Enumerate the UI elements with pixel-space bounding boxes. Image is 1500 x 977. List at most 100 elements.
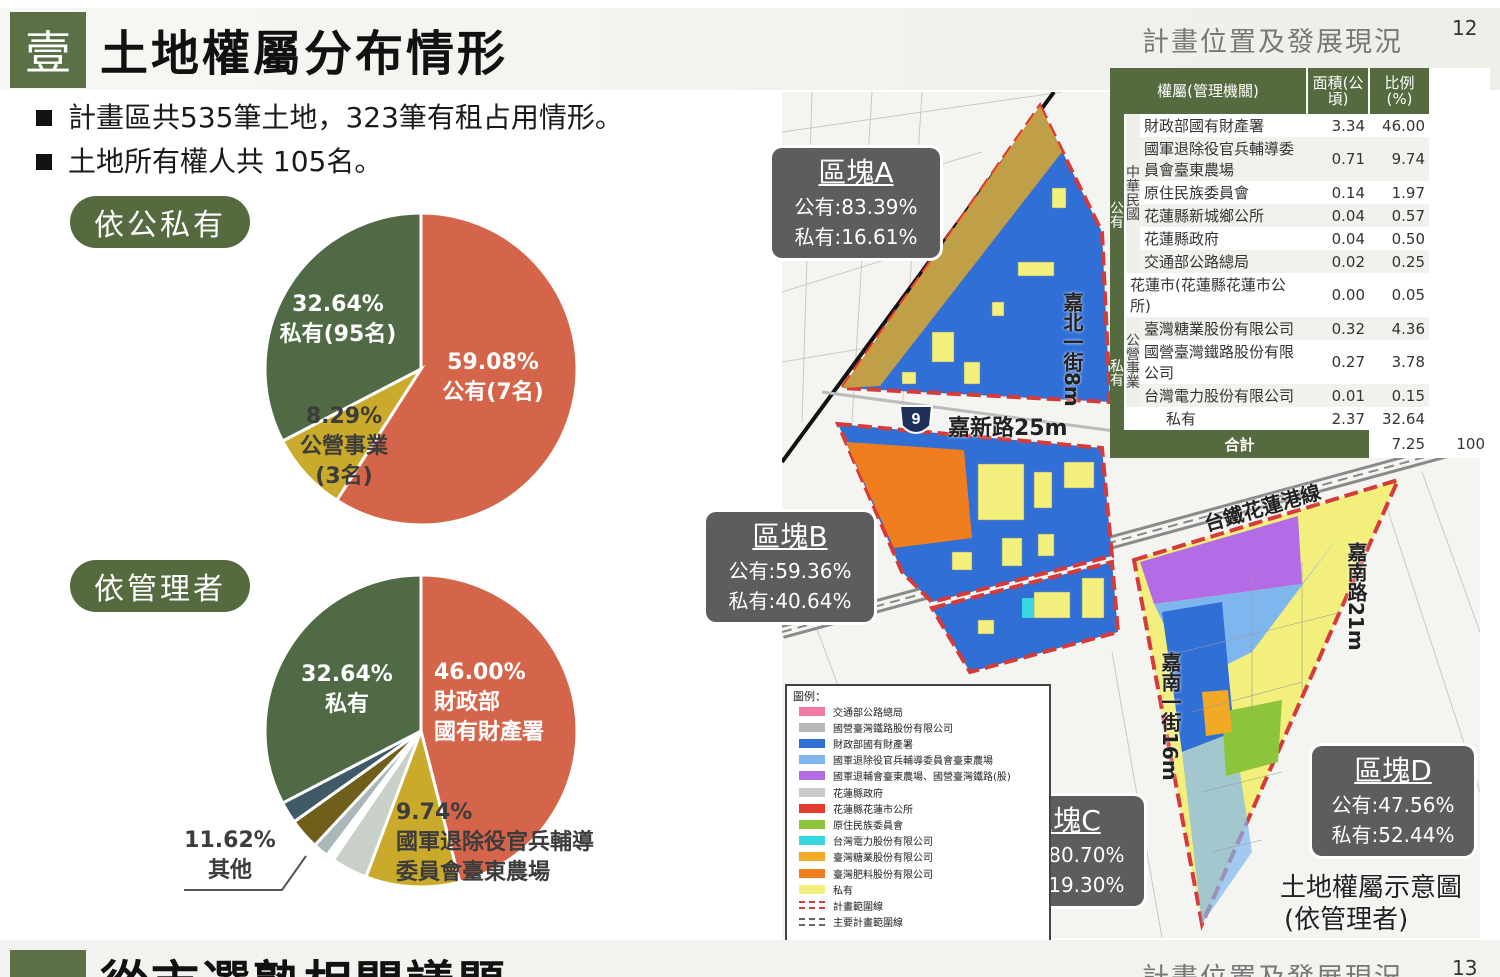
legend-label: 花蓮縣花蓮市公所: [833, 804, 913, 816]
table-header-row: 權屬(管理機關) 面積(公頃) 比例(%): [1110, 68, 1489, 114]
bullet-text: 土地所有權人共 105名。: [68, 145, 383, 178]
header-owner: 權屬(管理機關): [1110, 68, 1308, 114]
table-row: 公有 中華民國 財政部國有財產署 3.34 46.00: [1110, 114, 1489, 317]
legend-label: 國營臺灣鐵路股份有限公司: [833, 723, 953, 735]
pie2-slice-label-other: 11.62% 其他: [184, 828, 276, 883]
legend-swatch: [799, 901, 825, 910]
next-slide-preview: 從市選塾相關議題 計畫位置及發展現況 13: [0, 940, 1500, 977]
legend-title: 圖例：: [793, 690, 826, 703]
table-row: 私有 2.37 32.64: [1166, 409, 1425, 429]
table-row: 花蓮市(花蓮縣花蓮市公所) 0.00 0.05: [1130, 276, 1425, 315]
legend-swatch: [799, 787, 825, 797]
bullet-list: 計畫區共535筆土地，323筆有租占用情形。 土地所有權人共 105名。: [36, 96, 623, 184]
group-private: 私有: [1110, 317, 1126, 430]
legend-item: 臺灣肥料股份有限公司: [799, 866, 933, 881]
legend-item: 財政部國有財產署: [799, 736, 913, 751]
table-row: 國營臺灣鐵路股份有限公司 0.27 3.78: [1144, 343, 1425, 382]
legend-label: 台灣電力股份有限公司: [833, 837, 933, 849]
legend-item: 花蓮縣政府: [799, 785, 883, 800]
table-row: 花蓮縣政府 0.04 0.50: [1144, 229, 1425, 249]
pie2-slice-label-vac: 9.74% 國軍退除役官兵輔導 委員會臺東農場: [396, 800, 595, 885]
road-label-jianan1: 嘉南一街16m: [1158, 652, 1182, 781]
table-row: 台灣電力股份有限公司 0.01 0.15: [1110, 384, 1489, 407]
legend-item: 主要計畫範圍線: [799, 915, 903, 929]
legend-label: 主要計畫範圍線: [833, 918, 903, 930]
legend-label: 花蓮縣政府: [833, 788, 883, 800]
legend-swatch: [799, 868, 825, 878]
pie1-slice-label-private: 32.64% 私有(95名): [279, 292, 397, 347]
table-row: 國軍退除役官兵輔導委員會臺東農場 0.71 9.74: [1110, 137, 1489, 181]
legend-item: 原住民族委員會: [799, 817, 903, 832]
pie-chart-manager: [263, 573, 579, 889]
legend-item: 計畫範圍線: [799, 898, 883, 913]
legend-label: 財政部國有財產署: [833, 739, 913, 751]
slide: 壹 土地權屬分布情形 計畫位置及發展現況 12 計畫區共535筆土地，323筆有…: [0, 0, 1500, 942]
legend-swatch: [799, 738, 825, 748]
legend-item: 台灣電力股份有限公司: [799, 834, 933, 848]
next-section-number: [10, 950, 86, 977]
legend-swatch: [799, 771, 825, 781]
map-caption: 土地權屬示意圖 (依管理者): [1280, 873, 1463, 935]
ownership-table: 權屬(管理機關) 面積(公頃) 比例(%) 公有 中華民國 財政部國有財產署 3.…: [1110, 68, 1490, 458]
group-public: 公有: [1110, 114, 1126, 317]
legend-swatch: [799, 722, 825, 732]
bullet-square-icon: [36, 154, 52, 170]
table-row: 私有 公營事業 臺灣糖業股份有限公司 0.32 4.36: [1110, 317, 1489, 430]
legend-item: 國軍退輔會臺東農場、國營臺灣鐵路(股): [799, 769, 1011, 783]
legend-item: 花蓮縣花蓮市公所: [799, 801, 913, 816]
section-label: 計畫位置及發展現況: [1142, 27, 1403, 58]
legend-swatch: [799, 755, 825, 765]
group-roc: 中華民國: [1125, 114, 1140, 273]
legend-swatch: [799, 706, 825, 716]
legend-label: 國軍退輔會臺東農場、國營臺灣鐵路(股): [833, 772, 1011, 784]
legend-swatch: [799, 803, 825, 813]
table-row: 原住民族委員會 0.14 1.97: [1144, 183, 1425, 203]
callout-block-d: 區塊D 公有:47.56% 私有:52.44%: [1312, 746, 1474, 856]
legend-label: 臺灣糖業股份有限公司: [833, 853, 933, 865]
legend-label: 臺灣肥料股份有限公司: [833, 869, 933, 881]
table-row: 花蓮縣新城鄉公所 0.04 0.57: [1110, 204, 1489, 227]
pie2-slice-label-private: 32.64% 私有: [301, 662, 393, 717]
section-number: 壹: [10, 12, 86, 88]
pie1-slice-0: [334, 211, 579, 527]
table-total-row: 合計 7.25 100: [1110, 430, 1489, 458]
pie2-slice-label-nafp: 46.00% 財政部 國有財產署: [434, 660, 545, 745]
legend-swatch: [799, 852, 825, 862]
next-slide-title: 從市選塾相關議題: [100, 944, 508, 977]
pie1-slice-2: [263, 211, 423, 444]
legend-item: 私有: [799, 882, 853, 897]
page-title: 土地權屬分布情形: [100, 26, 509, 82]
pie2-slice-0: [419, 573, 579, 884]
legend-label: 交通部公路總局: [833, 707, 903, 719]
callout-block-a: 區塊A 公有:83.39% 私有:16.61%: [772, 148, 940, 258]
legend-item: 國營臺灣鐵路股份有限公司: [799, 720, 953, 735]
legend-swatch: [799, 917, 825, 926]
map-legend: 圖例： 交通部公路總局 國營臺灣鐵路股份有限公司 財政部國有財產署 國軍退除役官兵輔導…: [785, 684, 1051, 942]
pie1-label-pill: 依公私有: [70, 196, 250, 248]
bullet-item: 土地所有權人共 105名。: [36, 140, 623, 184]
page-number: 12: [1452, 16, 1478, 40]
legend-swatch: [799, 836, 825, 846]
bullet-text: 計畫區共535筆土地，323筆有租占用情形。: [68, 101, 623, 134]
pie2-slice-7: [263, 573, 423, 806]
road-label-jiaxin: 嘉新路25m: [948, 416, 1068, 441]
bullet-square-icon: [36, 110, 52, 126]
next-section-label: 計畫位置及發展現況: [1142, 956, 1403, 977]
road-label-jiabei: 嘉北一街8m: [1060, 292, 1084, 407]
table-row: 交通部公路總局 0.02 0.25: [1110, 250, 1489, 273]
legend-label: 原住民族委員會: [833, 820, 903, 832]
pie1-slice-label-soe: 8.29% 公營事業 (3名): [299, 404, 388, 489]
legend-label: 計畫範圍線: [833, 901, 883, 913]
road-label-jianan: 嘉南路21m: [1344, 542, 1368, 651]
legend-swatch: [799, 884, 825, 894]
map-drawing: 9: [782, 92, 1480, 938]
pie2-leader-line: [184, 855, 307, 891]
pie2-slice-1: [364, 726, 462, 889]
pie2-label-pill: 依管理者: [70, 560, 250, 612]
header-ratio: 比例(%): [1369, 68, 1429, 114]
bullet-item: 計畫區共535筆土地，323筆有租占用情形。: [36, 96, 623, 140]
legend-item: 臺灣糖業股份有限公司: [799, 850, 933, 864]
legend-swatch: [799, 819, 825, 829]
route-number: 9: [912, 411, 921, 428]
pie-chart-ownership: [263, 211, 579, 527]
